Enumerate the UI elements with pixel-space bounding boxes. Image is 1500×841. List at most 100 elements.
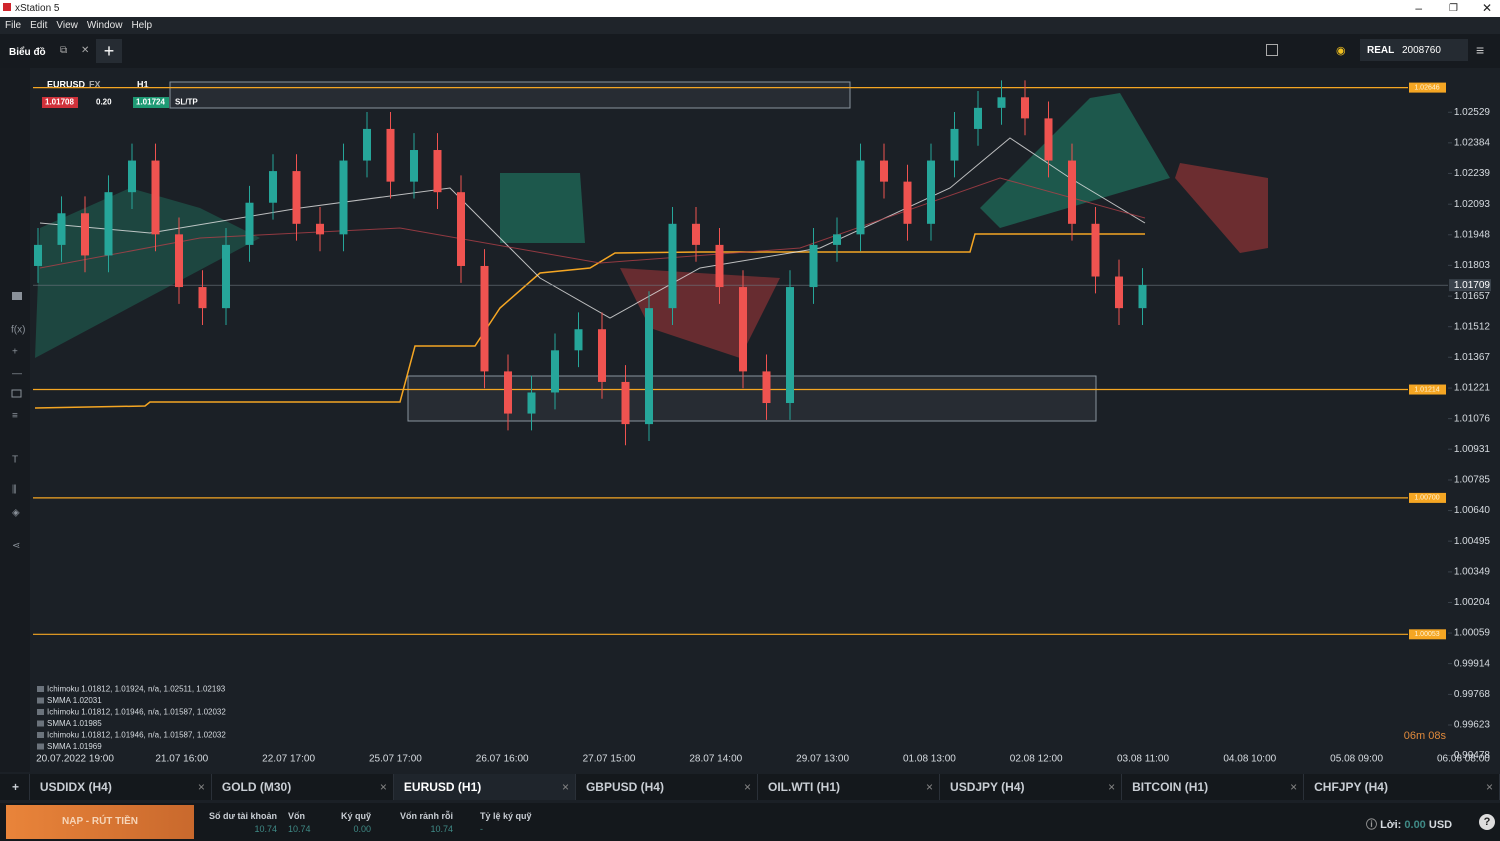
candle-body bbox=[1115, 276, 1123, 309]
sell-button[interactable] bbox=[42, 97, 78, 108]
chart-tab[interactable]: GBPUSD (H4) × bbox=[576, 774, 758, 800]
chart-tab[interactable]: BITCOIN (H1) × bbox=[1122, 774, 1305, 800]
ichimoku-cloud bbox=[980, 93, 1170, 228]
legend-icon bbox=[37, 709, 44, 715]
chart-tab[interactable]: EURUSD (H1) × bbox=[393, 774, 576, 800]
tab-close[interactable]: × bbox=[1290, 780, 1298, 794]
tool-icon[interactable] bbox=[12, 292, 22, 300]
sltp-button[interactable]: SL/TP bbox=[175, 98, 198, 107]
legend-entry: Ichimoku 1.01812, 1.01946, n/a, 1.01587,… bbox=[47, 731, 226, 740]
tool-icon[interactable]: ◈ bbox=[12, 508, 20, 519]
y-tick-label: 0.99623 bbox=[1454, 720, 1491, 731]
chart-tab[interactable]: OIL.WTI (H1) × bbox=[758, 774, 941, 800]
y-tick-label: 1.00785 bbox=[1454, 475, 1491, 486]
stat-label: Tỷ lệ ký quỹ bbox=[480, 811, 532, 821]
y-tick-label: 0.99914 bbox=[1454, 658, 1491, 669]
y-tick-label: 1.01803 bbox=[1454, 260, 1491, 271]
symbol: EURUSD bbox=[47, 79, 86, 89]
y-tick-label: 1.00931 bbox=[1454, 444, 1491, 455]
stat-label: Vốn bbox=[288, 811, 305, 821]
stat-label: Ký quỹ bbox=[341, 811, 372, 821]
tab-close[interactable]: × bbox=[379, 780, 387, 794]
chart-tabs: + USDIDX (H4) × GOLD (M30) × EURUSD (H1) × GBP… bbox=[0, 774, 1500, 800]
tab-label: USDIDX (H4) bbox=[39, 780, 112, 794]
candle-body bbox=[1044, 118, 1053, 161]
candle-body bbox=[386, 128, 395, 182]
y-tick-label: 1.01367 bbox=[1454, 352, 1491, 363]
menu-item[interactable]: File bbox=[5, 20, 22, 31]
menu-item[interactable]: View bbox=[56, 20, 78, 31]
candle-body bbox=[621, 381, 630, 425]
bid-price[interactable]: 1.01708 bbox=[45, 98, 74, 107]
interval[interactable]: H1 bbox=[137, 79, 149, 89]
candle-body bbox=[527, 392, 536, 414]
profit-label: Lời: bbox=[1380, 819, 1402, 831]
x-tick-label: 25.07 17:00 bbox=[369, 754, 422, 765]
add-chart-button[interactable]: + bbox=[96, 39, 122, 63]
account-stat: Vốn 10.74 bbox=[288, 811, 311, 834]
stat-label: Số dư tài khoản bbox=[209, 811, 278, 821]
tab-close[interactable]: × bbox=[1486, 780, 1494, 794]
deposit-button[interactable]: NẠP - RÚT TIỀN bbox=[6, 805, 194, 839]
candle-body bbox=[950, 128, 959, 161]
candle-body bbox=[81, 213, 89, 256]
tab-label: BITCOIN (H1) bbox=[1132, 780, 1209, 794]
menu-item[interactable]: Edit bbox=[30, 20, 48, 31]
popout-button[interactable]: ⧉ bbox=[60, 45, 68, 56]
minimize-button[interactable]: – bbox=[1415, 1, 1422, 15]
tool-icon[interactable]: — bbox=[12, 369, 22, 380]
close-chart-button[interactable]: ✕ bbox=[81, 45, 90, 56]
ask-price[interactable]: 1.01724 bbox=[136, 98, 165, 107]
layout-button[interactable] bbox=[1266, 44, 1278, 56]
current-price-label: 1.01709 bbox=[1454, 280, 1491, 291]
tool-icon[interactable]: f(x) bbox=[11, 325, 25, 336]
y-tick-label: 1.00204 bbox=[1454, 597, 1491, 608]
legend-entry: SMMA 1.01985 bbox=[47, 719, 102, 728]
x-tick-label: 27.07 15:00 bbox=[583, 754, 636, 765]
candle-body bbox=[715, 244, 724, 288]
tab-close[interactable]: × bbox=[926, 780, 934, 794]
y-tick-label: 1.02093 bbox=[1454, 199, 1491, 210]
account-box[interactable] bbox=[1360, 39, 1468, 61]
candle-body bbox=[645, 308, 653, 425]
candle-body bbox=[1068, 160, 1076, 224]
candle-timer: 06m 08s bbox=[1404, 730, 1447, 742]
candle-body bbox=[198, 287, 207, 309]
title-bar: xStation 5 – ❐ ✕ bbox=[0, 0, 1500, 17]
y-tick-label: 1.02529 bbox=[1454, 107, 1491, 118]
menu-bar: File Edit View Window Help bbox=[0, 17, 1500, 34]
tool-icon[interactable]: ⫼ bbox=[12, 485, 17, 496]
stat-value: 10.74 bbox=[254, 824, 278, 834]
chart-tab[interactable]: USDIDX (H4) × bbox=[30, 774, 212, 800]
add-tab[interactable]: + bbox=[0, 774, 30, 800]
close-button[interactable]: ✕ bbox=[1481, 1, 1492, 15]
chart-tab[interactable]: GOLD (M30) × bbox=[212, 774, 394, 800]
candle-body bbox=[245, 202, 254, 245]
tool-icon[interactable] bbox=[11, 389, 22, 398]
tool-icon[interactable]: ≡ bbox=[12, 411, 18, 422]
legend-entry: SMMA 1.02031 bbox=[47, 696, 102, 705]
candle-body bbox=[175, 234, 183, 288]
level-label: 1.01214 bbox=[1414, 386, 1439, 393]
tab-close[interactable]: × bbox=[561, 780, 569, 794]
tool-icon[interactable]: ⋖ bbox=[12, 541, 20, 552]
tab-close[interactable]: × bbox=[197, 780, 205, 794]
x-tick-label: 21.07 16:00 bbox=[155, 754, 208, 765]
menu-item[interactable]: Window bbox=[86, 20, 123, 31]
main-menu-button[interactable]: ≡ bbox=[1476, 42, 1485, 58]
help-button[interactable]: ? bbox=[1479, 814, 1495, 830]
tab-close[interactable]: × bbox=[1108, 780, 1116, 794]
tab-close[interactable]: × bbox=[743, 780, 751, 794]
chart-tab[interactable]: USDJPY (H4) × bbox=[940, 774, 1123, 800]
tool-icon[interactable]: T bbox=[12, 455, 18, 466]
buy-button[interactable] bbox=[133, 97, 169, 108]
volume[interactable]: 0.20 bbox=[96, 98, 112, 107]
tab-label: OIL.WTI (H1) bbox=[768, 780, 840, 794]
account-type: REAL bbox=[1367, 45, 1395, 56]
chart-menu[interactable]: Biểu đồ bbox=[9, 47, 46, 58]
restore-button[interactable]: ❐ bbox=[1449, 3, 1458, 14]
chart-tab[interactable]: CHFJPY (H4) × bbox=[1304, 774, 1500, 800]
menu-item[interactable]: Help bbox=[131, 20, 153, 31]
candle-body bbox=[363, 128, 371, 161]
tool-icon[interactable]: + bbox=[12, 347, 18, 358]
